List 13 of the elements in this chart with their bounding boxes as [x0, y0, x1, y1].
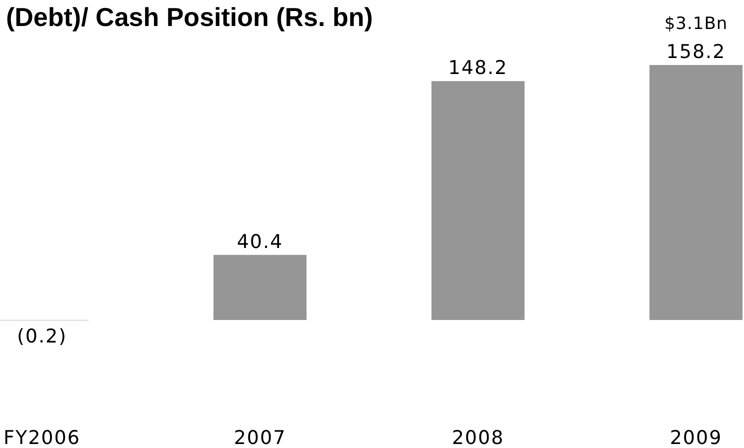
data-label: 148.2	[448, 57, 508, 80]
chart-title: (Debt)/ Cash Position (Rs. bn)	[6, 2, 373, 32]
bar	[431, 81, 525, 320]
x-tick-label: 2007	[234, 427, 286, 448]
data-label: 40.4	[236, 230, 284, 253]
x-tick-label: 2009	[670, 427, 722, 448]
data-label: 158.2	[666, 41, 726, 63]
x-tick-label: FY2006	[4, 427, 80, 448]
bar	[649, 65, 743, 320]
bar	[213, 254, 307, 320]
x-tick-label: 2008	[452, 427, 504, 448]
annotation: $3.1Bn	[664, 14, 728, 34]
data-label: (0.2)	[16, 325, 68, 348]
